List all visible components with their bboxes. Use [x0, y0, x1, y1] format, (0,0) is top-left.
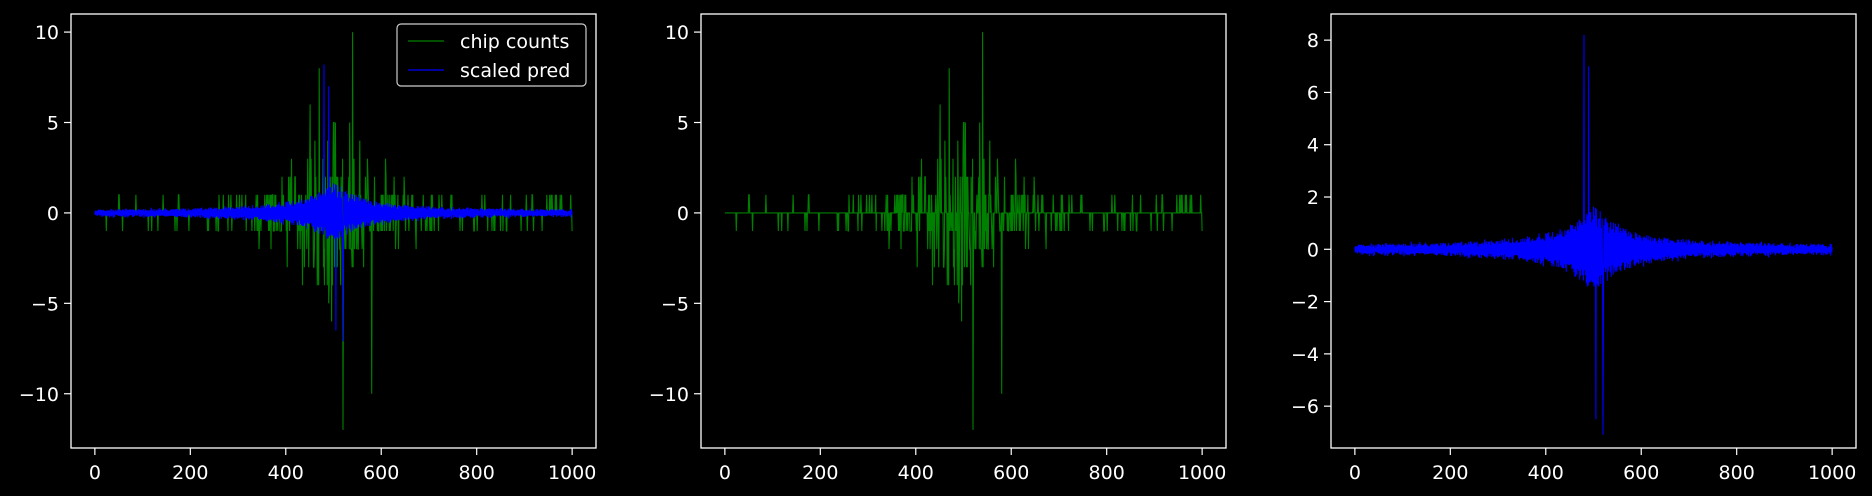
axes-frame [1330, 13, 1857, 449]
y-tick-label: 4 [1307, 135, 1319, 157]
panel-left-combined: 0 200 400 600 800 1000 −10 −5 0 5 10 chip counts sca… [19, 13, 597, 484]
y-tick-label: −6 [1291, 396, 1319, 418]
legend-label-chip-counts: chip counts [460, 31, 569, 53]
y-tick-label: −5 [31, 293, 59, 315]
y-tick-label: 0 [677, 203, 689, 225]
series-line-scaled-pred [1354, 34, 1833, 435]
axes-frame [700, 13, 1227, 449]
y-tick-label: 10 [35, 22, 59, 44]
y-tick-label: 6 [1307, 82, 1319, 104]
y-tick-label: 5 [47, 113, 59, 135]
legend-label-scaled-pred: scaled pred [460, 60, 570, 82]
y-tick-label: 2 [1307, 187, 1319, 209]
legend-box [396, 23, 587, 87]
panel-right-scaled-pred: 0 200 400 600 800 1000 −6 −4 −2 0 2 4 6 8 [1291, 13, 1857, 484]
y-tick-label: 8 [1307, 30, 1319, 52]
y-tick-label: −5 [661, 293, 689, 315]
x-tick-label: 200 [1432, 462, 1468, 484]
y-tick-label: 10 [665, 22, 689, 44]
series-line-scaled-pred [94, 64, 573, 342]
x-tick-label: 400 [898, 462, 934, 484]
y-tick-label: −10 [649, 384, 689, 406]
x-tick-label: 0 [719, 462, 731, 484]
x-tick-label: 1000 [1808, 462, 1856, 484]
x-tick-label: 800 [459, 462, 495, 484]
x-tick-label: 0 [1349, 462, 1361, 484]
x-tick-label: 800 [1719, 462, 1755, 484]
y-tick-label: 0 [47, 203, 59, 225]
x-tick-label: 600 [1623, 462, 1659, 484]
y-tick-label: 0 [1307, 239, 1319, 261]
x-tick-label: 1000 [548, 462, 596, 484]
panel-middle-chip-counts: 0 200 400 600 800 1000 −10 −5 0 5 10 [649, 13, 1227, 484]
x-tick-label: 0 [89, 462, 101, 484]
x-tick-label: 1000 [1178, 462, 1226, 484]
y-tick-label: −2 [1291, 292, 1319, 314]
x-tick-label: 400 [268, 462, 304, 484]
x-tick-label: 200 [802, 462, 838, 484]
x-tick-label: 600 [993, 462, 1029, 484]
y-tick-label: −4 [1291, 344, 1319, 366]
x-tick-label: 200 [172, 462, 208, 484]
axes-frame [70, 13, 597, 449]
x-tick-label: 400 [1528, 462, 1564, 484]
y-tick-label: −10 [19, 384, 59, 406]
series-line-chip-counts [724, 32, 1203, 430]
y-tick-label: 5 [677, 113, 689, 135]
x-tick-label: 800 [1089, 462, 1125, 484]
x-tick-label: 600 [363, 462, 399, 484]
